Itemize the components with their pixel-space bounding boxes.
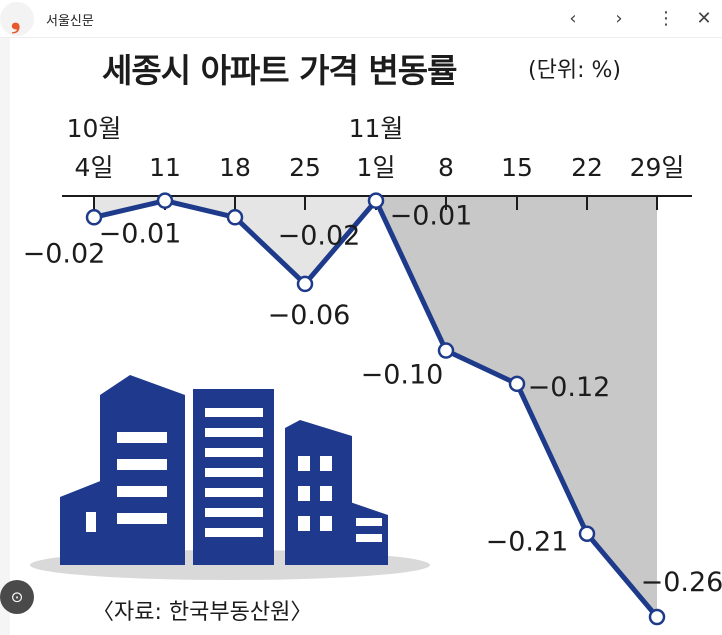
browser-topbar: ❟ 서울신문 ‹ › ⋮ ✕ (0, 0, 722, 38)
data-point (226, 209, 244, 226)
building-window (356, 534, 382, 542)
data-label: −0.01 (99, 219, 182, 250)
tick-label: 11 (149, 153, 181, 182)
tick-label: 1일 (357, 153, 396, 182)
building-low (350, 502, 388, 565)
data-label: −0.01 (390, 201, 473, 232)
chevron-right-icon[interactable]: › (615, 8, 623, 29)
building-window (205, 508, 263, 517)
area-november (376, 196, 657, 617)
building-window (205, 448, 263, 457)
building-window (117, 486, 167, 497)
source-note: 〈자료: 한국부동산원〉 (92, 600, 313, 625)
building-illustration (30, 375, 430, 580)
building-window (298, 456, 310, 471)
data-label: −0.10 (361, 360, 444, 391)
data-label: −0.06 (268, 300, 351, 331)
data-point (648, 608, 666, 626)
building-window (117, 513, 167, 524)
tick-label: 22 (571, 153, 603, 182)
page-margin (0, 38, 10, 635)
data-point (578, 525, 596, 542)
chart-title: 세종시 아파트 가격 변동률 (102, 51, 457, 90)
building-right (285, 420, 352, 565)
data-point (508, 375, 526, 393)
building-window (320, 456, 332, 471)
tick-label: 18 (219, 153, 251, 182)
close-icon[interactable]: ✕ (696, 8, 712, 29)
data-label: −0.12 (528, 372, 611, 403)
data-label: −0.26 (641, 567, 722, 598)
building-window (117, 459, 167, 470)
site-logo-icon: ❟ (0, 2, 34, 36)
data-point (437, 342, 455, 359)
tick-label: 25 (289, 153, 321, 182)
site-name: 서울신문 (46, 14, 94, 29)
unit-label: (단위: %) (528, 58, 621, 83)
building-window (205, 408, 263, 417)
building-window (205, 428, 263, 437)
tick-label: 15 (501, 153, 533, 182)
data-point (156, 192, 174, 209)
more-vertical-icon[interactable]: ⋮ (657, 8, 675, 29)
tick-label: 4일 (75, 153, 114, 182)
month-label: 10월 (67, 114, 122, 143)
building-window (205, 468, 263, 477)
data-label: −0.02 (278, 220, 361, 251)
month-label: 11월 (349, 114, 404, 143)
lens-icon[interactable]: ⊙ (0, 580, 34, 614)
tick-label: 29일 (630, 153, 685, 182)
data-label: −0.02 (23, 238, 106, 269)
building-window (86, 512, 96, 532)
building-window (320, 516, 332, 531)
building-window (117, 432, 167, 443)
area-october (94, 196, 376, 284)
tick-label: 8 (438, 153, 454, 182)
building-window (298, 486, 310, 501)
building-window (320, 486, 332, 501)
building-window (356, 518, 382, 526)
data-point (85, 209, 103, 226)
building-window (205, 488, 263, 497)
building-window (205, 528, 263, 537)
building-window (298, 516, 310, 531)
data-point (296, 275, 314, 293)
chevron-left-icon[interactable]: ‹ (569, 8, 577, 29)
data-label: −0.21 (486, 527, 569, 558)
data-point (367, 192, 385, 209)
